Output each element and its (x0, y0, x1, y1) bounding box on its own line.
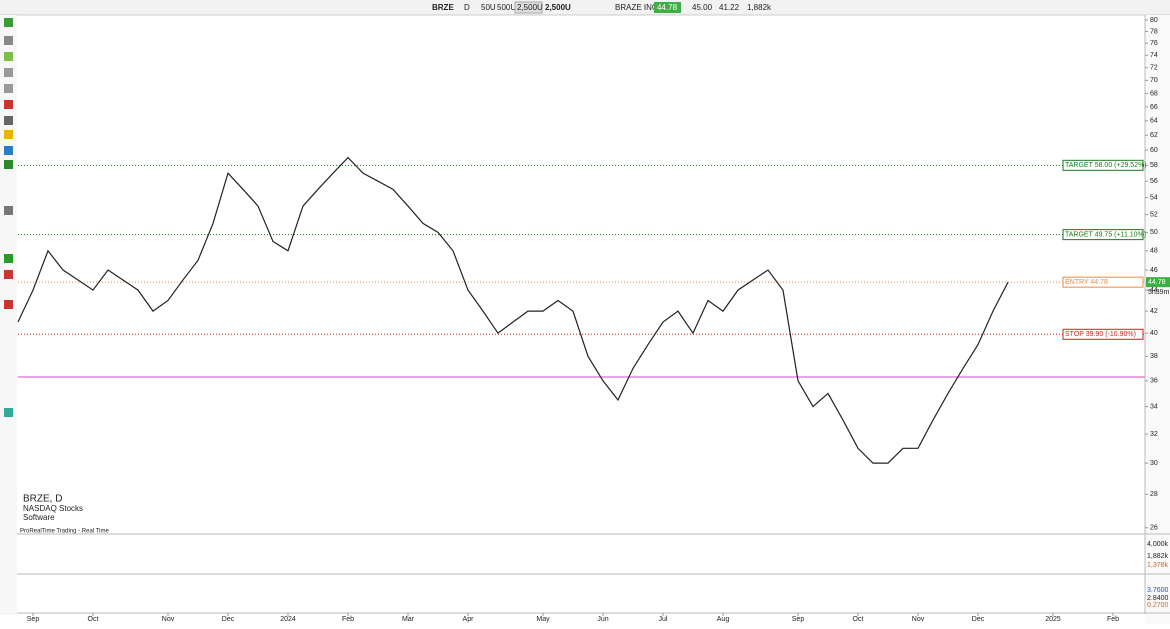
y-tick-label: 66 (1150, 104, 1158, 111)
x-tick-label: Oct (88, 616, 99, 623)
y-tick-label: 54 (1150, 194, 1158, 201)
order-size[interactable]: 2,500U (545, 3, 571, 12)
level-label: TARGET 49.75 (+11.10%) (1065, 231, 1146, 238)
x-tick-label: Aug (717, 616, 730, 623)
symbol[interactable]: BRZE (432, 3, 454, 12)
low: 41.22 (719, 3, 740, 12)
x-tick-label: Dec (222, 616, 235, 623)
volume-label: 1,882k (1147, 553, 1169, 560)
y-tick-label: 70 (1150, 77, 1158, 84)
x-tick-label: Oct (853, 616, 864, 623)
y-tick-label: 64 (1150, 118, 1158, 125)
y-tick-label: 38 (1150, 353, 1158, 360)
last-price: 44.78 (657, 3, 678, 12)
y-tick-label: 28 (1150, 491, 1158, 498)
price-axis (1145, 15, 1170, 624)
y-tick-label: 76 (1150, 40, 1158, 47)
y-tick-label: 78 (1150, 28, 1158, 35)
y-tick-label: 68 (1150, 90, 1158, 97)
indicator-label: 3.7600 (1147, 587, 1169, 594)
y-tick-label: 72 (1150, 64, 1158, 71)
high: 45.00 (692, 3, 713, 12)
y-tick-label: 74 (1150, 52, 1158, 59)
x-tick-label: Nov (162, 616, 175, 623)
x-tick-label: 2025 (1045, 616, 1061, 623)
info-exchange: NASDAQ Stocks (23, 504, 83, 513)
level-box (1062, 328, 1144, 340)
toolbar (0, 0, 1170, 15)
y-tick-label: 34 (1150, 403, 1158, 410)
volume-label: 1,378k (1147, 562, 1169, 569)
y-tick-label: 56 (1150, 178, 1158, 185)
x-tick-label: Sep (27, 616, 40, 623)
y-tick-label: 42 (1150, 308, 1158, 315)
x-tick-label: May (536, 616, 550, 623)
tool-icons[interactable] (4, 18, 13, 417)
y-tick-label: 32 (1150, 431, 1158, 438)
price-tag-label: 44.78 (1148, 279, 1166, 286)
y-tick-label: 44 (1150, 287, 1158, 294)
x-tick-label: Nov (912, 616, 925, 623)
price-tag (1146, 277, 1170, 288)
info-title: BRZE, D (23, 494, 62, 505)
size-button[interactable]: 500U (497, 3, 516, 12)
x-tick-label: 2024 (280, 616, 296, 623)
y-tick-label: 48 (1150, 248, 1158, 255)
level-box (1062, 276, 1144, 288)
y-tick-label: 62 (1150, 132, 1158, 139)
indicator-label: 2.8400 (1147, 595, 1169, 602)
x-tick-label: Jul (659, 616, 668, 623)
y-tick-label: 60 (1150, 147, 1158, 154)
x-tick-label: Jun (597, 616, 608, 623)
volume: 1,882k (747, 3, 772, 12)
y-tick-label: 36 (1150, 378, 1158, 385)
level-label: ENTRY 44.78 (1065, 279, 1108, 286)
indicator-label: 0.2700 (1147, 602, 1169, 609)
timer-label: 5h39m (1148, 289, 1170, 296)
y-tick-label: 52 (1150, 211, 1158, 218)
volume-label: 4,000k (1147, 541, 1169, 548)
instrument-name: BRAZE INC. (615, 3, 660, 12)
level-label: STOP 39.90 (-10.90%) (1065, 331, 1136, 338)
price-line (17, 156, 1009, 464)
level-box (1062, 229, 1144, 241)
info-sector: Software (23, 513, 55, 522)
x-tick-label: Apr (463, 616, 475, 623)
x-tick-label: Dec (972, 616, 985, 623)
y-tick-label: 80 (1150, 17, 1158, 24)
x-tick-label: Feb (1107, 616, 1119, 623)
y-tick-label: 40 (1150, 330, 1158, 337)
size-button[interactable]: 2,500U (517, 3, 543, 12)
y-tick-label: 26 (1150, 525, 1158, 532)
y-tick-label: 30 (1150, 460, 1158, 467)
x-tick-label: Sep (792, 616, 805, 623)
y-tick-label: 50 (1150, 229, 1158, 236)
x-tick-label: Mar (402, 616, 415, 623)
x-tick-label: Feb (342, 616, 354, 623)
level-box (1062, 159, 1144, 171)
y-tick-label: 46 (1150, 267, 1158, 274)
period[interactable]: D (464, 3, 470, 12)
y-tick-label: 58 (1150, 162, 1158, 169)
size-button[interactable]: 50U (481, 3, 496, 12)
info-feed: ProRealTime Trading - Real Time (20, 529, 109, 535)
level-label: TARGET 58.00 (+29.52%) (1065, 162, 1147, 169)
